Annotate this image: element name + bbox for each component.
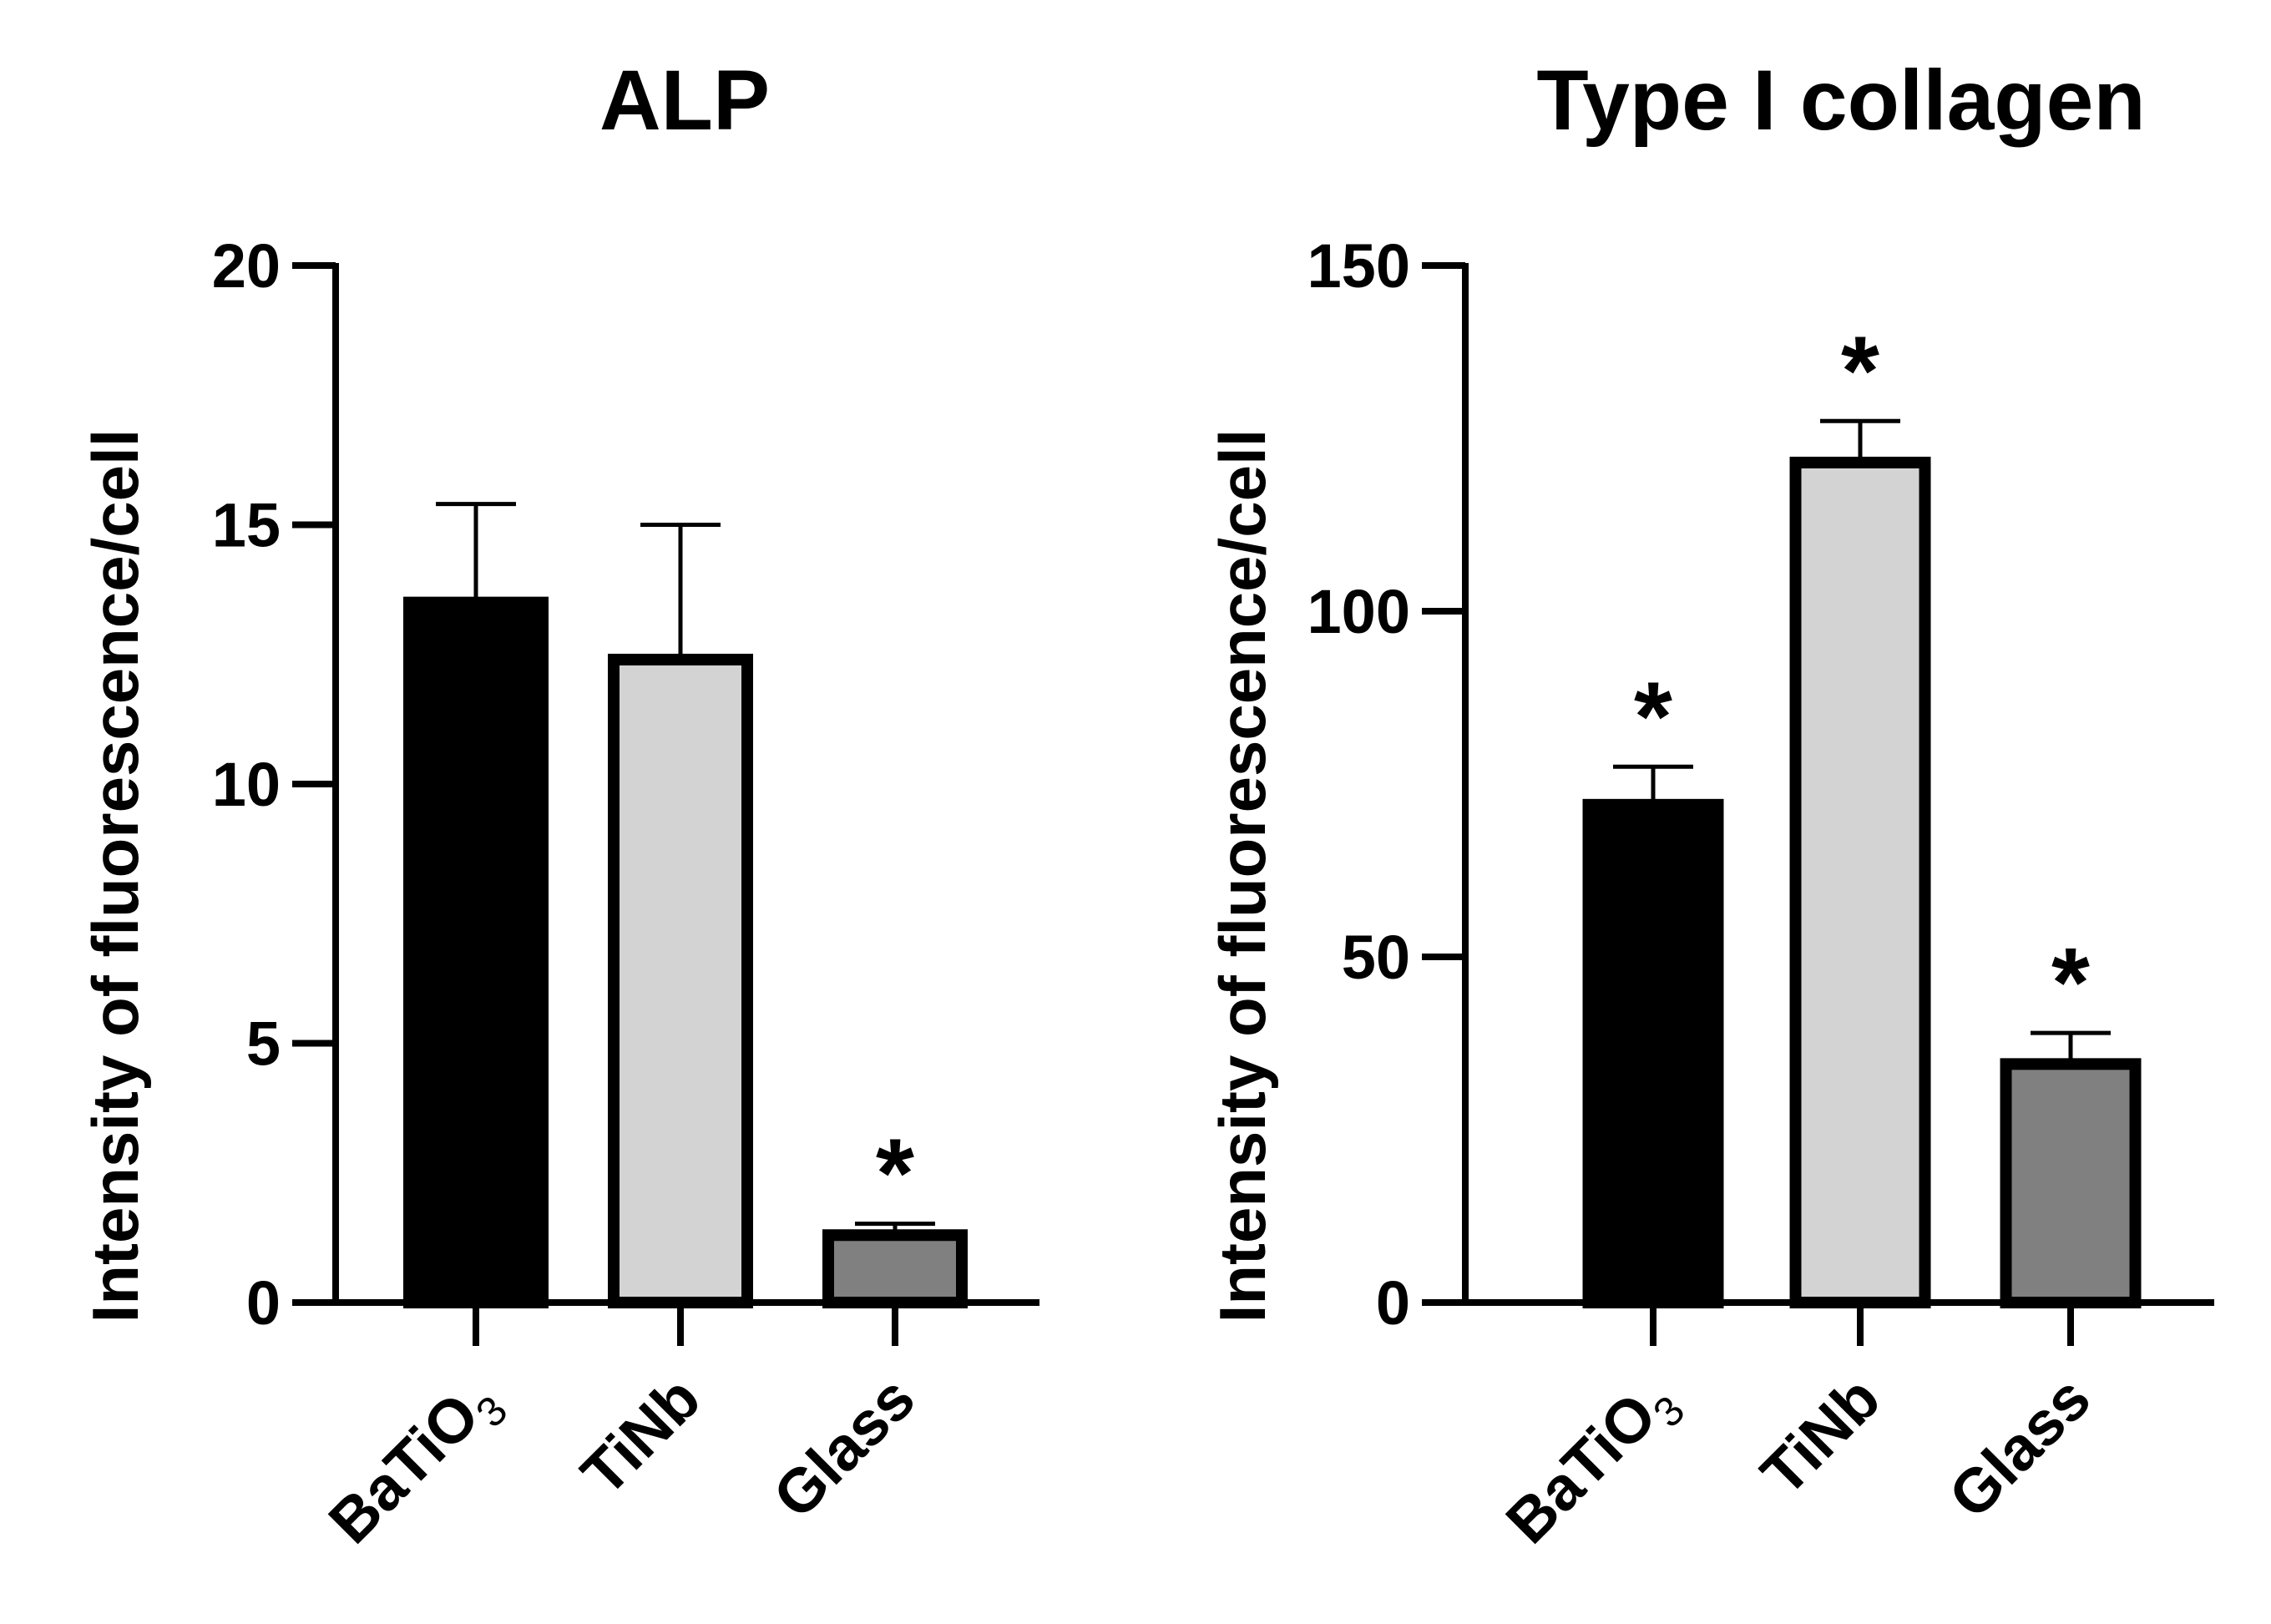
alp-bar-tinb bbox=[608, 653, 753, 1308]
alp-y-tick-label: 10 bbox=[212, 750, 281, 819]
alp-category-label-text: Glass bbox=[760, 1363, 928, 1531]
collagen-y-tick-label: 0 bbox=[1376, 1268, 1410, 1338]
collagen-bar-tinb bbox=[1789, 456, 1931, 1308]
alp-significance-marker: * bbox=[876, 1119, 914, 1229]
collagen-chart-panel: Type I collagen Intensity of fluorescence… bbox=[1206, 53, 2214, 1565]
alp-y-tick-label: 5 bbox=[246, 1009, 281, 1079]
collagen-y-tick-label: 100 bbox=[1307, 577, 1410, 646]
alp-category-label: Glass bbox=[760, 1363, 928, 1531]
collagen-category-label-text: TiNb bbox=[1748, 1363, 1893, 1509]
alp-bar-glass bbox=[822, 1229, 968, 1309]
collagen-y-tick-label: 150 bbox=[1307, 231, 1410, 301]
collagen-significance-marker: * bbox=[2051, 928, 2090, 1038]
collagen-y-tick-label: 50 bbox=[1342, 923, 1410, 992]
collagen-category-label-text: BaTiO bbox=[1493, 1379, 1670, 1556]
alp-bar-batio bbox=[403, 596, 549, 1308]
alp-category-label-text: TiNb bbox=[568, 1363, 713, 1509]
collagen-category-label: BaTiO3 bbox=[1493, 1363, 1694, 1565]
collagen-significance-marker: * bbox=[1841, 316, 1879, 426]
alp-y-tick-label: 0 bbox=[246, 1268, 281, 1338]
alp-category-label-text: BaTiO bbox=[316, 1379, 493, 1556]
collagen-bar-batio bbox=[1582, 798, 1724, 1308]
collagen-category-label-text: Glass bbox=[1935, 1363, 2103, 1531]
alp-y-tick-label: 20 bbox=[212, 231, 281, 301]
collagen-bar-glass bbox=[2000, 1058, 2142, 1308]
alp-category-label: BaTiO3 bbox=[316, 1363, 517, 1565]
alp-chart-title: ALP bbox=[599, 53, 770, 148]
alp-category-label: TiNb bbox=[568, 1363, 713, 1509]
collagen-category-label: TiNb bbox=[1748, 1363, 1893, 1509]
collagen-significance-marker: * bbox=[1634, 661, 1672, 772]
alp-chart-panel: ALP Intensity of fluorescence/cell 0 5 10 15 2… bbox=[78, 53, 1039, 1565]
alp-y-tick-label: 15 bbox=[212, 491, 281, 560]
alp-y-axis-label: Intensity of fluorescence/cell bbox=[78, 429, 152, 1323]
collagen-y-axis-label: Intensity of fluorescence/cell bbox=[1206, 429, 1279, 1323]
collagen-category-label: Glass bbox=[1935, 1363, 2103, 1531]
collagen-chart-title: Type I collagen bbox=[1536, 53, 2145, 148]
